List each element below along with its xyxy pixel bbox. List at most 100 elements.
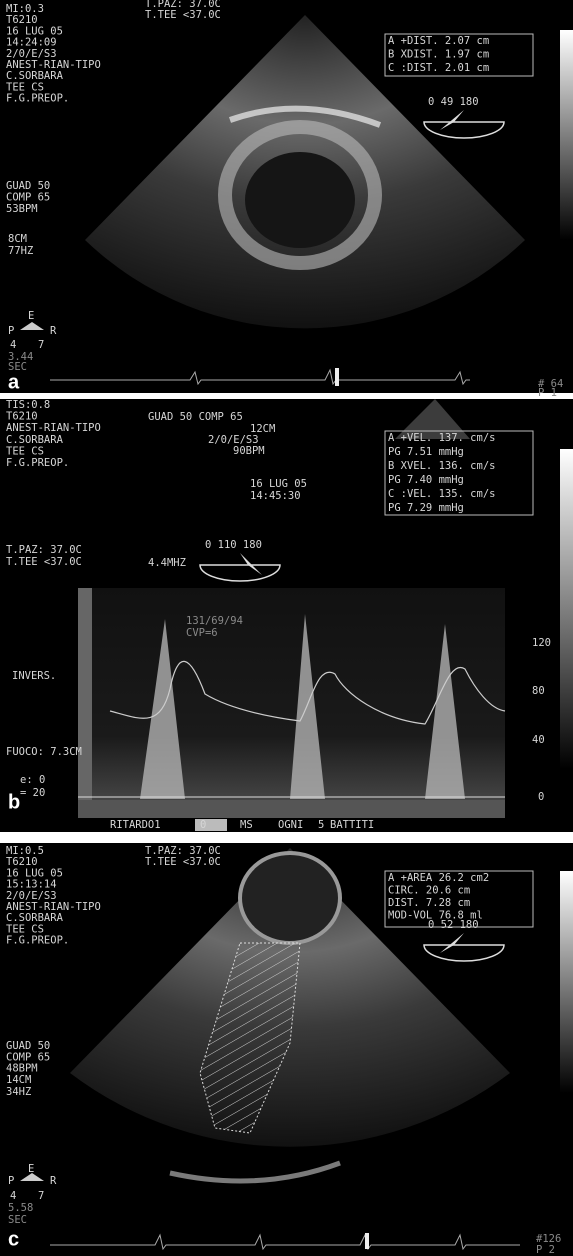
panel-b: b TIS:0.8T6210ANEST-RIAN-TIPOC.SORBARATEE… xyxy=(0,399,573,832)
top-left-text: 2/0/E/S3 xyxy=(6,48,57,60)
probe-text: 7 xyxy=(38,339,44,351)
figure: aMI:0.3T621016 LUG 0514:24:092/0/E/S3ANE… xyxy=(0,0,573,1256)
time-text: SEC xyxy=(8,1214,27,1226)
panel-label: b xyxy=(8,791,20,813)
date-text: 16 LUG 05 xyxy=(250,478,307,490)
top-left-text: T6210 xyxy=(6,14,38,26)
side-text: INVERS. xyxy=(12,670,56,682)
measure-text: DIST. 7.28 cm xyxy=(388,897,470,909)
scale-text: 120 xyxy=(532,637,551,649)
top-left-text: C.SORBARA xyxy=(6,70,64,82)
temp-text: 4.4MHZ xyxy=(148,557,186,569)
bottom-text: BATTITI xyxy=(330,819,374,831)
rate-text: 48BPM xyxy=(6,1063,38,1075)
top-left-text: T6210 xyxy=(6,411,38,423)
bottom-text: RITARDO1 xyxy=(110,819,161,831)
pressure-text: 131/69/94 xyxy=(186,615,243,627)
lumen xyxy=(245,152,355,248)
measure-text: C :DIST. 2.01 cm xyxy=(388,62,489,74)
measure-text: PG 7.40 mmHg xyxy=(388,474,464,486)
index-text: P 1 xyxy=(538,387,557,399)
top-left-text: 2/0/E/S3 xyxy=(6,890,57,902)
panel-label: a xyxy=(8,371,20,393)
center-text: 90BPM xyxy=(233,445,265,457)
angle-text: 0 110 180 xyxy=(205,539,262,551)
top-left-text: 15:13:14 xyxy=(6,879,57,891)
scale-text: 40 xyxy=(532,734,545,746)
top-left-text: F.G.PREOP. xyxy=(6,935,69,947)
top-left-text: F.G.PREOP. xyxy=(6,457,69,469)
grayscale-bar xyxy=(560,871,573,1093)
panel-label: c xyxy=(8,1228,19,1250)
grayscale-bar xyxy=(560,449,573,769)
top-left-text: TEE CS xyxy=(6,923,44,935)
top-left-text: F.G.PREOP. xyxy=(6,93,69,105)
measure-text: A +DIST. 2.07 cm xyxy=(388,35,489,47)
pressure-text: CVP=6 xyxy=(186,627,218,639)
top-left-text: ANEST-RIAN-TIPO xyxy=(6,59,101,71)
top-left-text: ANEST-RIAN-TIPO xyxy=(6,422,101,434)
time-text: SEC xyxy=(8,361,27,373)
top-left-text: TEE CS xyxy=(6,81,44,93)
measure-text: PG 7.51 mmHg xyxy=(388,446,464,458)
top-left-text: C.SORBARA xyxy=(6,912,64,924)
grayscale-bar xyxy=(560,30,573,240)
bottom-text: MS xyxy=(240,819,253,831)
doppler-strip xyxy=(78,588,92,800)
top-left-text: MI:0.3 xyxy=(6,3,44,15)
probe-text: R xyxy=(50,325,57,337)
time-text: 5.58 xyxy=(8,1202,33,1214)
index-text: P 2 xyxy=(536,1244,555,1256)
top-left-text: 16 LUG 05 xyxy=(6,25,63,37)
probe-text: P xyxy=(8,1175,14,1187)
top-text: T.TEE <37.0C xyxy=(145,9,221,21)
top-text: T.TEE <37.0C xyxy=(145,856,221,868)
measure-text: PG 7.29 mmHg xyxy=(388,502,464,514)
rate-text: GUAD 50 xyxy=(6,180,50,192)
top-left-text: TEE CS xyxy=(6,445,44,457)
bottom-text: OGNI xyxy=(278,819,303,831)
angle-text: 0 52 180 xyxy=(428,919,479,931)
scale-text: 0 xyxy=(538,791,544,803)
probe-text: 4 xyxy=(10,339,16,351)
measure-text: A +VEL. 137. cm/s xyxy=(388,432,495,444)
bottom-band xyxy=(78,800,505,818)
depth-text: 8CM xyxy=(8,233,27,245)
rate-text: COMP 65 xyxy=(6,1051,50,1063)
top-left-text: ANEST-RIAN-TIPO xyxy=(6,901,101,913)
bottom-text: 0 xyxy=(200,819,206,831)
depth-text: 77HZ xyxy=(8,245,33,257)
scale-text: 80 xyxy=(532,685,545,697)
top-left-text: 14:24:09 xyxy=(6,37,57,49)
temp-text: T.TEE <37.0C xyxy=(6,556,82,568)
page: {"panels": [ {"label": "a", "topLeft": [… xyxy=(0,0,573,1256)
rate-text: COMP 65 xyxy=(6,192,50,204)
ecg-marker xyxy=(335,368,339,386)
probe-text: E xyxy=(28,1163,34,1175)
probe-text: 7 xyxy=(38,1190,44,1202)
top-left-text: 16 LUG 05 xyxy=(6,867,63,879)
atrium xyxy=(240,853,340,943)
top-left-text: MI:0.5 xyxy=(6,845,44,857)
top-left-text: C.SORBARA xyxy=(6,434,64,446)
measure-text: CIRC. 20.6 cm xyxy=(388,885,470,897)
center-text: GUAD 50 COMP 65 xyxy=(148,411,243,423)
probe-text: E xyxy=(28,310,34,322)
rate-text: 53BPM xyxy=(6,203,38,215)
probe-text: 4 xyxy=(10,1190,16,1202)
depth-text: 34HZ xyxy=(6,1086,31,1098)
top-left-text: TIS:0.8 xyxy=(6,399,50,411)
measure-text: C :VEL. 135. cm/s xyxy=(388,488,495,500)
angle-text: 0 49 180 xyxy=(428,96,479,108)
measure-text: B XVEL. 136. cm/s xyxy=(388,460,495,472)
side-text: = 20 xyxy=(20,787,45,799)
measure-text: A +AREA 26.2 cm2 xyxy=(388,872,489,884)
probe-text: P xyxy=(8,325,14,337)
side-text: FUOCO: 7.3CM xyxy=(6,746,82,758)
date-text: 14:45:30 xyxy=(250,490,301,502)
probe-text: R xyxy=(50,1175,57,1187)
measure-text: B XDIST. 1.97 cm xyxy=(388,49,489,61)
rate-text: GUAD 50 xyxy=(6,1040,50,1052)
